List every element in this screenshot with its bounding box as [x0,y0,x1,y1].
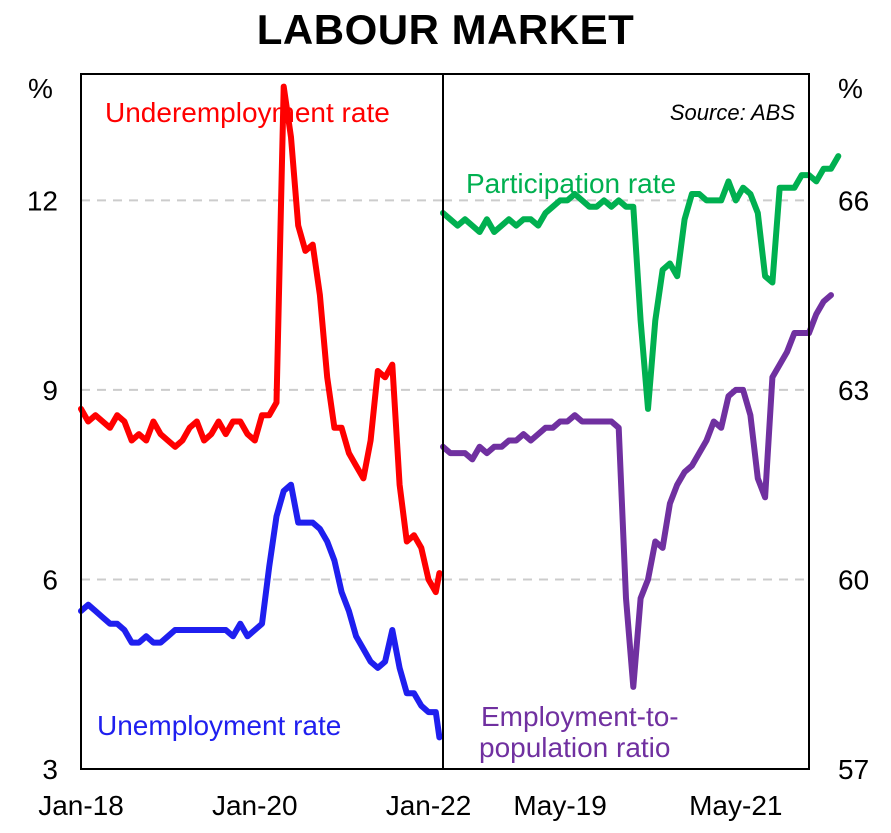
left-axis-unit: % [28,73,53,104]
right-panel-frame [442,73,810,770]
right-y-tick-label: 63 [838,375,869,406]
underemployment-label: Underemployment rate [105,97,390,128]
series-line-unemployment-rate [78,481,443,741]
unemployment-label: Unemployment rate [97,710,341,741]
left-y-tick-label: 3 [42,754,58,785]
source-note: Source: ABS [670,100,795,125]
right-x-tick-label: May-19 [513,790,606,821]
left-y-tick-label: 12 [27,185,58,216]
participation-label: Participation rate [466,168,676,199]
right-axis-unit: % [838,73,863,104]
right-y-tick-label: 57 [838,754,869,785]
left-x-tick-label: Jan-18 [38,790,124,821]
left-y-tick-label: 6 [42,564,58,595]
series-line-underemployment-rate [78,83,443,596]
employment-ratio-label: Employment-to- population ratio [479,701,686,763]
left-x-tick-label: Jan-20 [212,790,298,821]
series-line-employment-to-population-ratio [440,292,834,690]
right-y-tick-label: 60 [838,564,869,595]
employment-ratio-label-line2: population ratio [479,732,670,763]
right-y-tick-label: 66 [838,185,869,216]
right-x-tick-label: May-21 [689,790,782,821]
employment-ratio-label-line1: Employment-to- [481,701,679,732]
series-line-participation-rate [440,153,842,412]
chart-title: LABOUR MARKET [256,6,635,53]
gridlines [81,199,809,581]
text-labels: % % Source: ABS Underemployment rate Une… [28,73,863,763]
left-x-tick-label: Jan-22 [386,790,472,821]
series-lines [78,83,842,741]
left-y-tick-label: 9 [42,375,58,406]
